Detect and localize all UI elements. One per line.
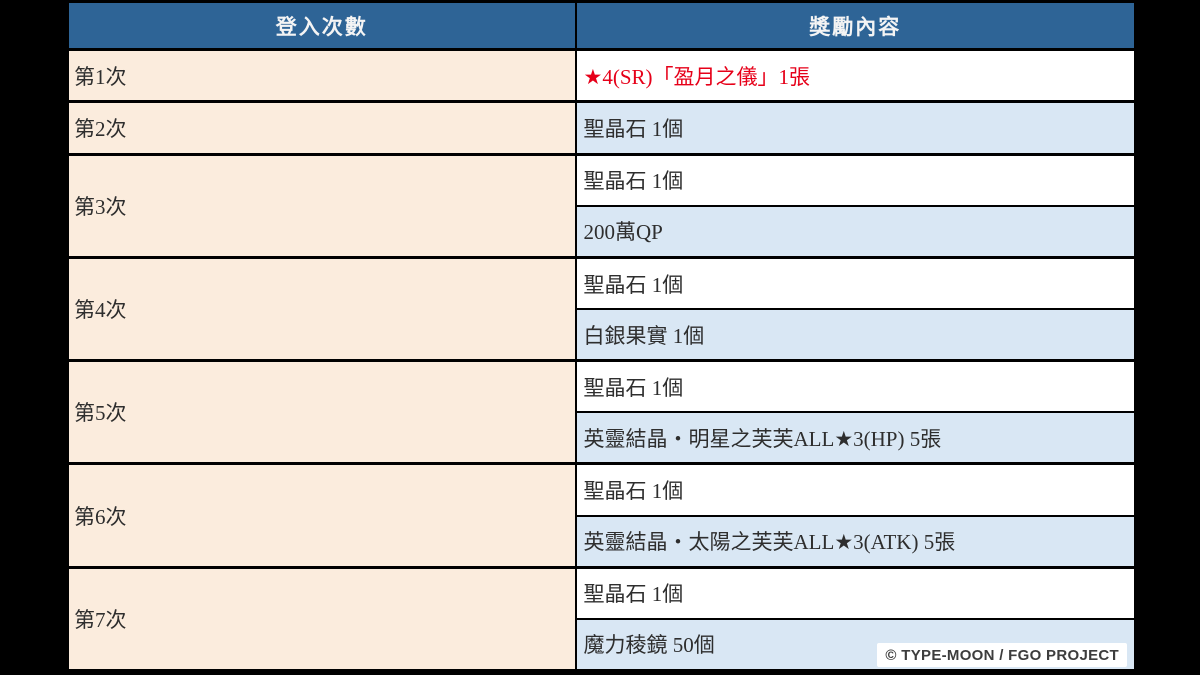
reward-cell: 200萬QP xyxy=(574,204,1137,259)
login-row: 第3次 聖晶石 1個 xyxy=(66,152,1137,259)
login-count-cell: 第3次 xyxy=(66,152,577,259)
login-row: 200萬QP xyxy=(68,204,1137,259)
reward-cell: 英靈結晶・太陽之芙芙ALL★3(ATK) 5張 xyxy=(574,514,1137,569)
reward-cell: 白銀果實 1個 xyxy=(574,308,1137,362)
login-bonus-table: 登入次數 獎勵內容 第1次 ★4(SR)「盈月之儀」1張 第2次 聖晶石 1個 第3次聖… xyxy=(66,0,1137,672)
reward-cell: 聖晶石 1個 xyxy=(574,256,1137,311)
reward-cell: 聖晶石 1個 xyxy=(574,359,1137,414)
reward-cell: 聖晶石 1個 xyxy=(574,462,1137,517)
login-count-cell: 第1次 xyxy=(66,47,577,103)
login-row: 第5次 聖晶石 1個 xyxy=(66,359,1137,465)
reward-cell: 聖晶石 1個 xyxy=(574,152,1137,207)
reward-cell: ★4(SR)「盈月之儀」1張 xyxy=(574,47,1137,103)
login-row: 第7次 聖晶石 1個 xyxy=(66,565,1137,672)
reward-cell: 聖晶石 1個 xyxy=(574,565,1137,620)
login-count-cell: 第5次 xyxy=(66,359,577,465)
login-row: 第4次 聖晶石 1個 xyxy=(66,256,1137,362)
header-row: 登入次數 獎勵內容 xyxy=(66,0,1137,51)
login-row: 白銀果實 1個 xyxy=(68,308,1137,362)
header-reward-content: 獎勵內容 xyxy=(574,0,1137,51)
login-row: 英靈結晶・太陽之芙芙ALL★3(ATK) 5張 xyxy=(68,514,1137,569)
login-count-cell: 第2次 xyxy=(66,100,577,156)
login-row: 第6次 聖晶石 1個 xyxy=(66,462,1137,569)
login-row: 第1次 ★4(SR)「盈月之儀」1張 xyxy=(66,47,1137,103)
login-count-cell: 第4次 xyxy=(66,256,577,362)
reward-cell: 聖晶石 1個 xyxy=(574,100,1137,156)
login-row: 英靈結晶・明星之芙芙ALL★3(HP) 5張 xyxy=(68,411,1137,465)
header-login-count: 登入次數 xyxy=(66,0,577,51)
login-row: 第2次 聖晶石 1個 xyxy=(66,100,1137,156)
copyright-badge: © TYPE-MOON / FGO PROJECT xyxy=(877,643,1127,667)
reward-cell: 英靈結晶・明星之芙芙ALL★3(HP) 5張 xyxy=(574,411,1137,465)
login-count-cell: 第6次 xyxy=(66,462,577,569)
login-count-cell: 第7次 xyxy=(66,565,577,672)
